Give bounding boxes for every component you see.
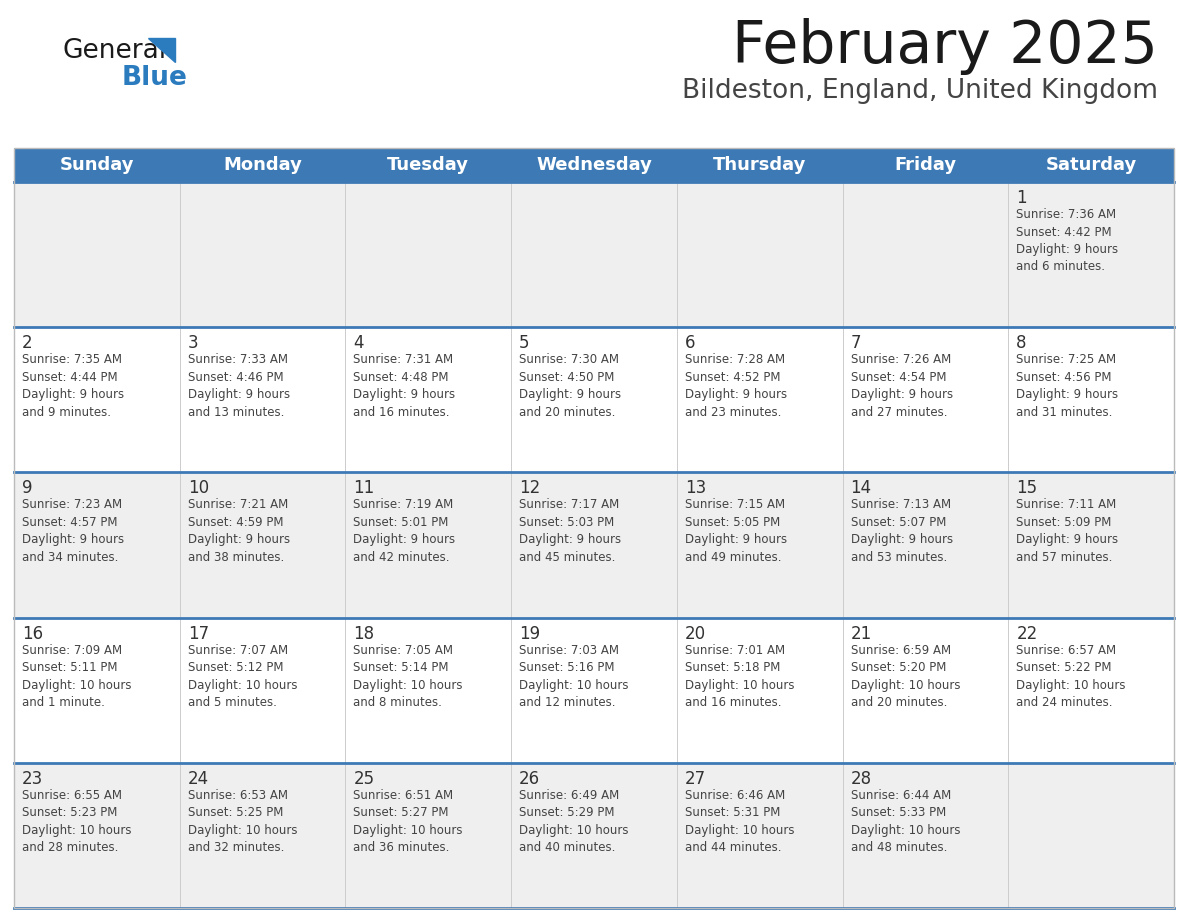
Text: Sunrise: 7:26 AM
Sunset: 4:54 PM
Daylight: 9 hours
and 27 minutes.: Sunrise: 7:26 AM Sunset: 4:54 PM Dayligh…	[851, 353, 953, 419]
Text: Sunrise: 7:09 AM
Sunset: 5:11 PM
Daylight: 10 hours
and 1 minute.: Sunrise: 7:09 AM Sunset: 5:11 PM Dayligh…	[23, 644, 132, 709]
Text: Sunrise: 6:53 AM
Sunset: 5:25 PM
Daylight: 10 hours
and 32 minutes.: Sunrise: 6:53 AM Sunset: 5:25 PM Dayligh…	[188, 789, 297, 855]
Text: 3: 3	[188, 334, 198, 353]
Text: 16: 16	[23, 624, 43, 643]
Text: 19: 19	[519, 624, 541, 643]
Text: Blue: Blue	[122, 65, 188, 91]
Text: Monday: Monday	[223, 156, 302, 174]
Text: Sunrise: 6:46 AM
Sunset: 5:31 PM
Daylight: 10 hours
and 44 minutes.: Sunrise: 6:46 AM Sunset: 5:31 PM Dayligh…	[684, 789, 795, 855]
Text: 23: 23	[23, 770, 43, 788]
Text: Sunrise: 7:36 AM
Sunset: 4:42 PM
Daylight: 9 hours
and 6 minutes.: Sunrise: 7:36 AM Sunset: 4:42 PM Dayligh…	[1016, 208, 1118, 274]
Bar	[14, 473, 1174, 618]
Bar	[14, 763, 1174, 908]
Text: Sunrise: 7:07 AM
Sunset: 5:12 PM
Daylight: 10 hours
and 5 minutes.: Sunrise: 7:07 AM Sunset: 5:12 PM Dayligh…	[188, 644, 297, 709]
Text: Sunrise: 7:03 AM
Sunset: 5:16 PM
Daylight: 10 hours
and 12 minutes.: Sunrise: 7:03 AM Sunset: 5:16 PM Dayligh…	[519, 644, 628, 709]
Text: Sunrise: 7:13 AM
Sunset: 5:07 PM
Daylight: 9 hours
and 53 minutes.: Sunrise: 7:13 AM Sunset: 5:07 PM Dayligh…	[851, 498, 953, 564]
Text: 15: 15	[1016, 479, 1037, 498]
Text: Sunrise: 7:05 AM
Sunset: 5:14 PM
Daylight: 10 hours
and 8 minutes.: Sunrise: 7:05 AM Sunset: 5:14 PM Dayligh…	[353, 644, 463, 709]
Bar	[14, 148, 1174, 908]
Text: 18: 18	[353, 624, 374, 643]
Text: Sunrise: 7:11 AM
Sunset: 5:09 PM
Daylight: 9 hours
and 57 minutes.: Sunrise: 7:11 AM Sunset: 5:09 PM Dayligh…	[1016, 498, 1118, 564]
Text: 2: 2	[23, 334, 32, 353]
Bar	[14, 148, 1174, 182]
Text: Sunrise: 6:44 AM
Sunset: 5:33 PM
Daylight: 10 hours
and 48 minutes.: Sunrise: 6:44 AM Sunset: 5:33 PM Dayligh…	[851, 789, 960, 855]
Text: Tuesday: Tuesday	[387, 156, 469, 174]
Text: 17: 17	[188, 624, 209, 643]
Text: 1: 1	[1016, 189, 1026, 207]
Text: Sunrise: 7:21 AM
Sunset: 4:59 PM
Daylight: 9 hours
and 38 minutes.: Sunrise: 7:21 AM Sunset: 4:59 PM Dayligh…	[188, 498, 290, 564]
Text: Sunrise: 7:15 AM
Sunset: 5:05 PM
Daylight: 9 hours
and 49 minutes.: Sunrise: 7:15 AM Sunset: 5:05 PM Dayligh…	[684, 498, 786, 564]
Text: 24: 24	[188, 770, 209, 788]
Text: 12: 12	[519, 479, 541, 498]
Text: 14: 14	[851, 479, 872, 498]
Text: Sunrise: 6:51 AM
Sunset: 5:27 PM
Daylight: 10 hours
and 36 minutes.: Sunrise: 6:51 AM Sunset: 5:27 PM Dayligh…	[353, 789, 463, 855]
Text: 8: 8	[1016, 334, 1026, 353]
Text: Sunrise: 6:57 AM
Sunset: 5:22 PM
Daylight: 10 hours
and 24 minutes.: Sunrise: 6:57 AM Sunset: 5:22 PM Dayligh…	[1016, 644, 1126, 709]
Text: Sunrise: 7:28 AM
Sunset: 4:52 PM
Daylight: 9 hours
and 23 minutes.: Sunrise: 7:28 AM Sunset: 4:52 PM Dayligh…	[684, 353, 786, 419]
Text: Sunrise: 7:25 AM
Sunset: 4:56 PM
Daylight: 9 hours
and 31 minutes.: Sunrise: 7:25 AM Sunset: 4:56 PM Dayligh…	[1016, 353, 1118, 419]
Text: Friday: Friday	[895, 156, 956, 174]
Text: 6: 6	[684, 334, 695, 353]
Text: 20: 20	[684, 624, 706, 643]
Bar	[14, 182, 1174, 327]
Text: Sunday: Sunday	[59, 156, 134, 174]
Text: Sunrise: 7:01 AM
Sunset: 5:18 PM
Daylight: 10 hours
and 16 minutes.: Sunrise: 7:01 AM Sunset: 5:18 PM Dayligh…	[684, 644, 795, 709]
Text: 27: 27	[684, 770, 706, 788]
Text: Sunrise: 7:17 AM
Sunset: 5:03 PM
Daylight: 9 hours
and 45 minutes.: Sunrise: 7:17 AM Sunset: 5:03 PM Dayligh…	[519, 498, 621, 564]
Text: Sunrise: 6:49 AM
Sunset: 5:29 PM
Daylight: 10 hours
and 40 minutes.: Sunrise: 6:49 AM Sunset: 5:29 PM Dayligh…	[519, 789, 628, 855]
Text: 21: 21	[851, 624, 872, 643]
Bar	[14, 618, 1174, 763]
Text: 22: 22	[1016, 624, 1037, 643]
Text: 25: 25	[353, 770, 374, 788]
Polygon shape	[148, 38, 175, 62]
Text: 4: 4	[353, 334, 364, 353]
Text: Bildeston, England, United Kingdom: Bildeston, England, United Kingdom	[682, 78, 1158, 104]
Text: Sunrise: 7:31 AM
Sunset: 4:48 PM
Daylight: 9 hours
and 16 minutes.: Sunrise: 7:31 AM Sunset: 4:48 PM Dayligh…	[353, 353, 455, 419]
Text: Sunrise: 7:33 AM
Sunset: 4:46 PM
Daylight: 9 hours
and 13 minutes.: Sunrise: 7:33 AM Sunset: 4:46 PM Dayligh…	[188, 353, 290, 419]
Text: 11: 11	[353, 479, 374, 498]
Bar	[14, 327, 1174, 473]
Text: 7: 7	[851, 334, 861, 353]
Text: Sunrise: 6:59 AM
Sunset: 5:20 PM
Daylight: 10 hours
and 20 minutes.: Sunrise: 6:59 AM Sunset: 5:20 PM Dayligh…	[851, 644, 960, 709]
Text: 28: 28	[851, 770, 872, 788]
Text: 5: 5	[519, 334, 530, 353]
Text: Sunrise: 7:23 AM
Sunset: 4:57 PM
Daylight: 9 hours
and 34 minutes.: Sunrise: 7:23 AM Sunset: 4:57 PM Dayligh…	[23, 498, 124, 564]
Text: Thursday: Thursday	[713, 156, 807, 174]
Text: 10: 10	[188, 479, 209, 498]
Text: 13: 13	[684, 479, 706, 498]
Text: 9: 9	[23, 479, 32, 498]
Text: Wednesday: Wednesday	[536, 156, 652, 174]
Text: 26: 26	[519, 770, 541, 788]
Text: Sunrise: 7:19 AM
Sunset: 5:01 PM
Daylight: 9 hours
and 42 minutes.: Sunrise: 7:19 AM Sunset: 5:01 PM Dayligh…	[353, 498, 455, 564]
Text: Sunrise: 6:55 AM
Sunset: 5:23 PM
Daylight: 10 hours
and 28 minutes.: Sunrise: 6:55 AM Sunset: 5:23 PM Dayligh…	[23, 789, 132, 855]
Text: Sunrise: 7:30 AM
Sunset: 4:50 PM
Daylight: 9 hours
and 20 minutes.: Sunrise: 7:30 AM Sunset: 4:50 PM Dayligh…	[519, 353, 621, 419]
Text: Sunrise: 7:35 AM
Sunset: 4:44 PM
Daylight: 9 hours
and 9 minutes.: Sunrise: 7:35 AM Sunset: 4:44 PM Dayligh…	[23, 353, 124, 419]
Text: February 2025: February 2025	[732, 18, 1158, 75]
Text: General: General	[62, 38, 166, 64]
Text: Saturday: Saturday	[1045, 156, 1137, 174]
